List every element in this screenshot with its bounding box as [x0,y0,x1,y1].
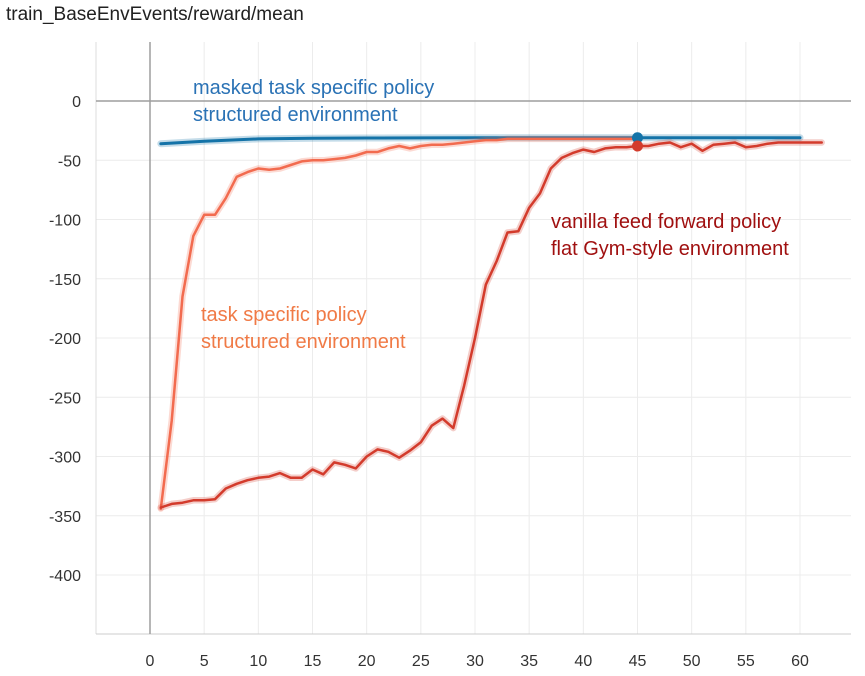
y-tick-label: -150 [49,272,81,289]
x-tick-label: 35 [520,653,538,670]
series-line-2 [159,141,823,509]
y-tick-label: -100 [49,213,81,230]
annotation-text: masked task specific policy [193,77,434,99]
x-tick-label: 20 [358,653,376,670]
series-layer [157,134,825,512]
tick-labels: 0 5 10 15 20 25 30 35 40 45 50 55 60 0 -50 -100 -150 -200… [49,94,809,670]
y-tick-label: -300 [49,450,81,467]
annotation-text: structured environment [193,104,398,126]
y-tick-label: -400 [49,568,81,585]
annotations: masked task specific policy structured en… [193,77,789,353]
chart-title: train_BaseEnvEvents/reward/mean [6,4,304,25]
axis-layer [95,42,851,635]
annotation-text: vanilla feed forward policy [551,211,781,233]
x-tick-label: 30 [466,653,484,670]
x-tick-label: 45 [629,653,647,670]
annotation-text: task specific policy [201,304,367,326]
x-tick-label: 15 [304,653,322,670]
series-line-0 [159,136,802,146]
y-tick-label: -350 [49,509,81,526]
y-tick-label: -250 [49,390,81,407]
highlight-marker [632,140,643,152]
x-tick-label: 60 [791,653,809,670]
y-tick-label: -200 [49,331,81,348]
highlight-points [632,132,643,152]
annotation-text: structured environment [201,331,406,353]
x-tick-label: 25 [412,653,430,670]
x-tick-label: 5 [200,653,209,670]
highlight-marker [632,132,643,144]
x-tick-label: 10 [249,653,267,670]
x-tick-label: 55 [737,653,755,670]
series-line-1 [159,137,639,510]
y-tick-label: -50 [58,153,81,170]
x-tick-label: 0 [146,653,155,670]
x-tick-label: 40 [574,653,592,670]
annotation-text: flat Gym-style environment [551,238,789,260]
y-tick-label: 0 [72,94,81,111]
x-tick-label: 50 [683,653,701,670]
grid-layer [96,42,851,634]
